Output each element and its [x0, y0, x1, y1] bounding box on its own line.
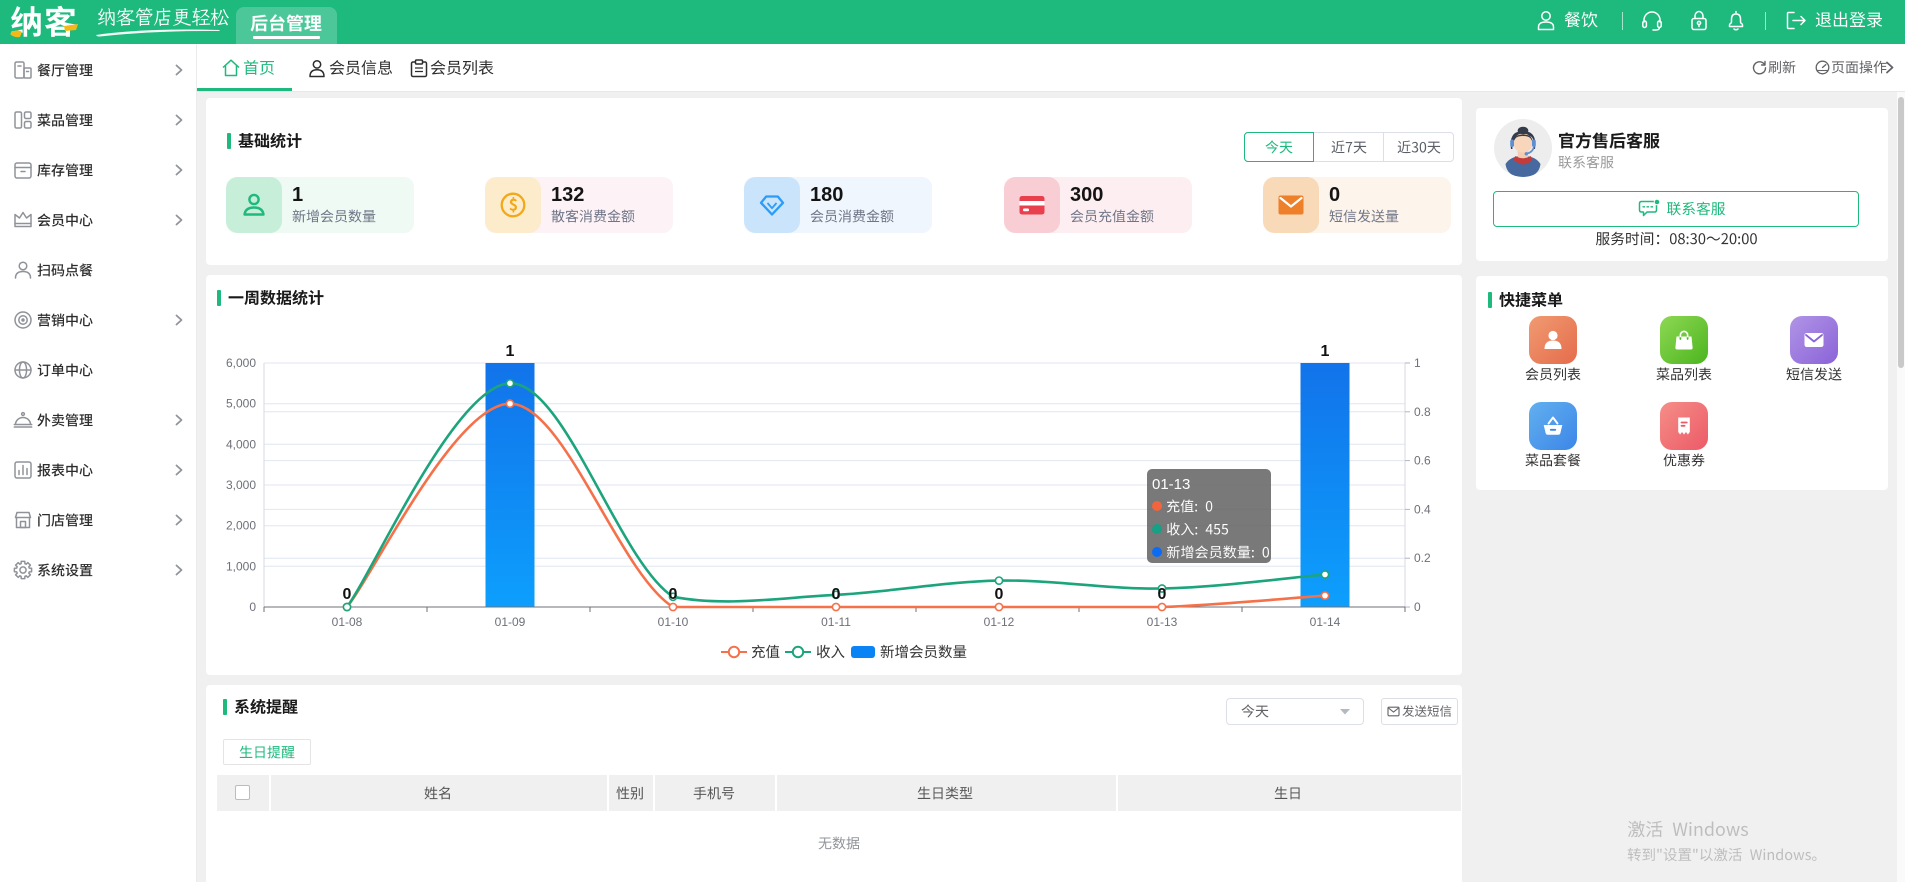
svg-text:4,000: 4,000 — [226, 437, 256, 451]
svg-text:2,000: 2,000 — [226, 519, 256, 533]
svg-text:01-10: 01-10 — [658, 615, 689, 629]
svg-text:0: 0 — [1414, 600, 1421, 614]
svg-text:01-11: 01-11 — [821, 615, 851, 629]
svg-text:0.2: 0.2 — [1414, 551, 1431, 565]
svg-text:1,000: 1,000 — [226, 559, 256, 573]
svg-text:5,000: 5,000 — [226, 397, 256, 411]
svg-text:1: 1 — [1414, 356, 1421, 370]
svg-text:0: 0 — [995, 586, 1004, 603]
svg-text:0: 0 — [832, 586, 841, 603]
svg-text:6,000: 6,000 — [226, 356, 256, 370]
svg-text:01-09: 01-09 — [495, 615, 526, 629]
svg-text:3,000: 3,000 — [226, 478, 256, 492]
svg-text:0: 0 — [343, 586, 352, 603]
svg-text:1: 1 — [1321, 343, 1330, 360]
svg-text:01-14: 01-14 — [1310, 615, 1341, 629]
svg-text:01-08: 01-08 — [332, 615, 363, 629]
svg-text:0: 0 — [1158, 586, 1167, 603]
svg-text:0: 0 — [669, 586, 678, 603]
svg-text:0.6: 0.6 — [1414, 454, 1431, 468]
svg-text:0: 0 — [249, 600, 256, 614]
svg-text:0.4: 0.4 — [1414, 502, 1431, 516]
svg-text:0.8: 0.8 — [1414, 405, 1431, 419]
svg-text:01-13: 01-13 — [1147, 615, 1178, 629]
svg-text:1: 1 — [506, 343, 515, 360]
svg-text:01-12: 01-12 — [984, 615, 1015, 629]
